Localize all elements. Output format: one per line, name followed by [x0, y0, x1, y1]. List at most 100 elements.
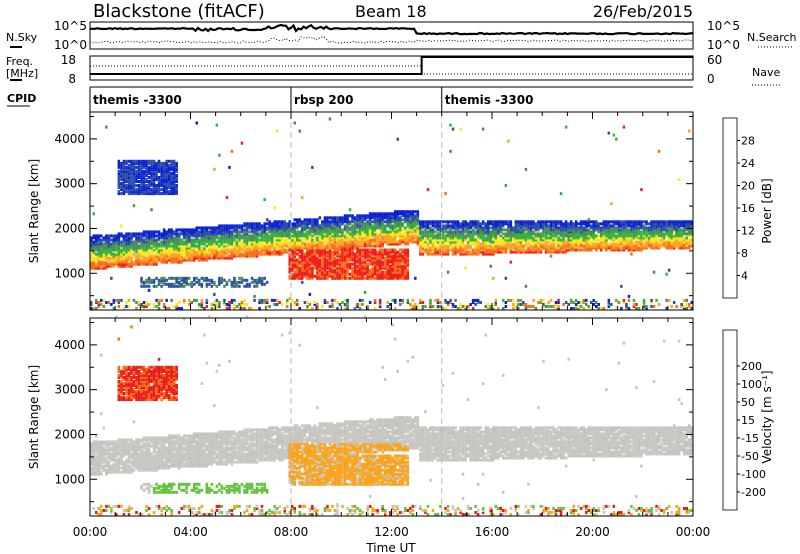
power-cell [487, 252, 490, 256]
power-cell [504, 228, 508, 232]
power-cell [140, 161, 143, 165]
power-cell [554, 301, 558, 304]
power-cell [308, 256, 312, 260]
power-data [90, 117, 693, 310]
power-cell [190, 254, 193, 258]
power-cell [602, 230, 606, 234]
power-cell [341, 240, 344, 244]
power-cell [456, 242, 460, 246]
power-cell [137, 260, 141, 264]
power-cell [125, 248, 128, 252]
power-cell [529, 238, 533, 242]
power-cell [210, 248, 214, 252]
power-cell [150, 163, 153, 167]
power-cell [107, 234, 111, 238]
power-cell [404, 212, 407, 216]
power-cell [120, 244, 123, 248]
power-cell [127, 186, 131, 189]
power-cell [301, 248, 304, 252]
power-cell [446, 270, 450, 274]
power-cell [326, 264, 329, 268]
power-cell [564, 240, 568, 244]
power-cell [258, 276, 261, 280]
power-cell [559, 224, 563, 228]
power-cell [346, 307, 349, 310]
power-cell [494, 250, 497, 254]
power-cell [112, 242, 116, 246]
power-cell [306, 224, 309, 228]
power-cell [135, 250, 138, 254]
power-cell [650, 228, 653, 232]
power-cell [446, 246, 450, 250]
power-cell [328, 220, 332, 224]
power-cell [122, 190, 126, 194]
power-cell [346, 216, 349, 220]
power-cell [288, 260, 291, 264]
power-cell [193, 234, 196, 238]
power-cell [574, 228, 578, 232]
power-cell [333, 242, 337, 246]
power-cell [172, 276, 176, 280]
power-cell [612, 236, 616, 240]
power-cell [600, 230, 603, 234]
power-cell [394, 254, 397, 258]
power-cell [449, 149, 452, 153]
power-cell [245, 250, 249, 254]
power-cell [200, 256, 204, 260]
power-cell [170, 238, 173, 242]
power-cell [585, 248, 588, 252]
power-cell [175, 280, 178, 284]
power-cell [245, 248, 249, 252]
power-cell [306, 240, 309, 244]
power-cell [183, 234, 186, 238]
power-cell [378, 232, 382, 236]
power-cell [313, 240, 317, 244]
power-cell [90, 262, 93, 266]
power-cell [208, 226, 211, 230]
power-cell [306, 246, 309, 250]
power-cell [308, 266, 312, 270]
power-cell [597, 244, 600, 248]
power-cell [258, 280, 261, 284]
power-cell [348, 254, 352, 258]
power-cell [220, 236, 224, 240]
power-cell [559, 230, 563, 234]
power-cell [270, 228, 274, 232]
power-cell [205, 226, 209, 230]
power-cell [100, 234, 103, 238]
power-cell [102, 246, 106, 250]
power-cell [167, 228, 171, 232]
power-cell [456, 236, 460, 240]
power-cell [328, 262, 332, 266]
power-cell [250, 228, 254, 232]
power-cell [308, 262, 312, 266]
power-cell [492, 222, 495, 226]
power-cell [487, 236, 490, 240]
power-cell [358, 254, 362, 258]
power-cell [632, 224, 636, 228]
power-cell [476, 224, 480, 228]
power-cell [155, 163, 158, 167]
power-cell [358, 224, 362, 228]
power-cell [142, 240, 146, 244]
power-cell [356, 250, 359, 254]
power-cell [476, 244, 480, 248]
power-cell [160, 184, 163, 187]
power-cell [180, 278, 183, 282]
power-cell [288, 244, 291, 248]
power-cell [652, 222, 656, 226]
power-cell [117, 240, 121, 244]
power-cell [205, 256, 209, 260]
power-cell [318, 228, 322, 232]
power-cell [188, 244, 191, 248]
power-cell [469, 224, 472, 228]
power-cell [399, 248, 402, 252]
power-cell [188, 258, 191, 262]
power-cell [296, 224, 299, 228]
power-cell [389, 216, 392, 220]
power-cell [567, 228, 570, 232]
power-cell [517, 238, 520, 242]
power-cell [436, 232, 440, 236]
power-cell [102, 254, 106, 258]
power-cell [102, 244, 106, 248]
